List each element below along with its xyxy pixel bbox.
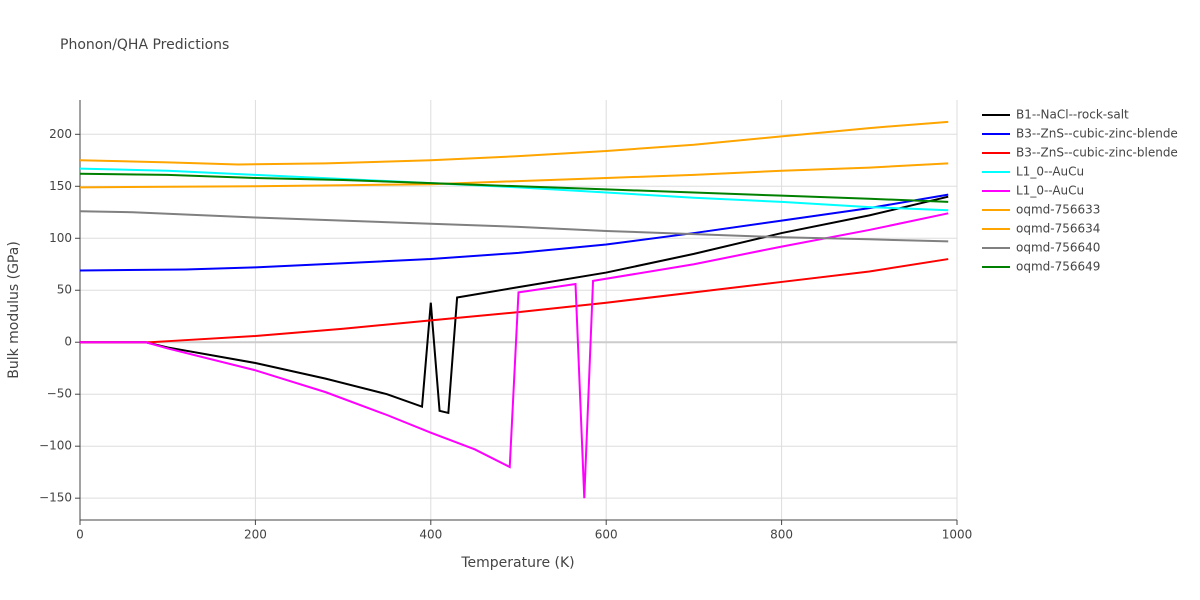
x-tick-label: 600 (595, 528, 618, 542)
series-line (79, 120, 949, 166)
y-tick-label: 50 (57, 283, 72, 297)
legend-label: L1_0--AuCu (1016, 184, 1084, 198)
y-tick-label: −150 (39, 491, 72, 505)
series-line (79, 167, 949, 212)
y-tick-label: −100 (39, 439, 72, 453)
legend-label: B3--ZnS--cubic-zinc-blende (1016, 146, 1178, 160)
x-tick-label: 1000 (942, 528, 973, 542)
x-tick-label: 400 (419, 528, 442, 542)
x-axis-label: Temperature (K) (460, 555, 574, 571)
series-line (80, 258, 949, 344)
series-line (79, 162, 949, 189)
series-line (79, 172, 949, 203)
chart-title: Phonon/QHA Predictions (60, 37, 229, 53)
legend-label: oqmd-756634 (1016, 222, 1100, 236)
x-tick-label: 200 (244, 528, 267, 542)
legend-label: oqmd-756633 (1016, 203, 1100, 217)
series-line (80, 212, 949, 499)
legend-label: oqmd-756649 (1016, 260, 1100, 274)
y-tick-label: 100 (49, 231, 72, 245)
y-tick-label: −50 (47, 387, 72, 401)
series-line (80, 195, 949, 415)
y-tick-label: 200 (49, 127, 72, 141)
x-tick-label: 800 (770, 528, 793, 542)
x-tick-label: 0 (76, 528, 84, 542)
series-line (79, 210, 949, 243)
legend-label: B3--ZnS--cubic-zinc-blende (1016, 127, 1178, 141)
y-tick-label: 0 (64, 335, 72, 349)
legend-label: B1--NaCl--rock-salt (1016, 108, 1129, 122)
y-tick-label: 150 (49, 179, 72, 193)
legend-label: L1_0--AuCu (1016, 165, 1084, 179)
series-line (79, 193, 949, 272)
y-axis-label: Bulk modulus (GPa) (6, 241, 22, 379)
legend-label: oqmd-756640 (1016, 241, 1100, 255)
